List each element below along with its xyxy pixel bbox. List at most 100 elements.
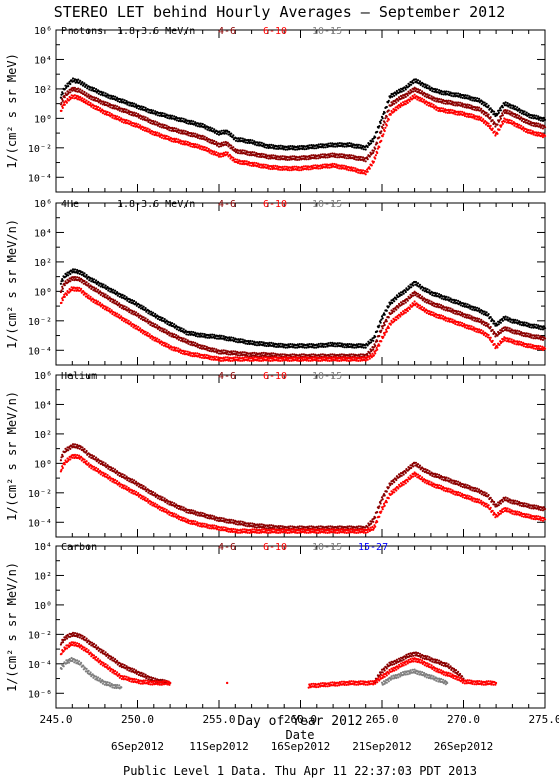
- data-point: [111, 116, 114, 119]
- data-point: [207, 147, 210, 151]
- data-point: [459, 310, 462, 313]
- data-point: [116, 291, 119, 294]
- data-point: [73, 443, 77, 446]
- data-point: [182, 506, 185, 509]
- data-point: [230, 132, 233, 135]
- data-point: [102, 292, 105, 295]
- data-point: [275, 147, 278, 150]
- data-point: [452, 311, 455, 314]
- data-point: [294, 346, 297, 349]
- data-point: [231, 136, 234, 139]
- data-point: [345, 359, 348, 362]
- y-tick-label: 10⁻²: [28, 317, 52, 328]
- data-point: [357, 343, 360, 346]
- data-point: [205, 136, 208, 139]
- data-point: [95, 88, 98, 91]
- data-point: [116, 115, 119, 118]
- data-point: [308, 144, 311, 147]
- data-point: [387, 316, 390, 319]
- data-point: [163, 123, 166, 127]
- data-point: [421, 85, 424, 88]
- data-point: [523, 110, 526, 113]
- data-point: [414, 89, 417, 93]
- data-point: [142, 115, 145, 118]
- data-point: [268, 341, 271, 344]
- data-point: [374, 136, 377, 139]
- data-point: [245, 356, 248, 359]
- data-point: [509, 106, 512, 109]
- data-point: [542, 116, 545, 119]
- data-point: [516, 113, 519, 116]
- data-point: [213, 347, 216, 350]
- data-point: [241, 162, 244, 166]
- data-point: [310, 343, 313, 346]
- data-point: [127, 109, 130, 112]
- data-point: [87, 93, 90, 96]
- data-point: [264, 155, 267, 158]
- data-point: [90, 454, 94, 457]
- data-point: [87, 100, 90, 103]
- data-point: [220, 517, 223, 520]
- data-point: [501, 112, 504, 115]
- data-point: [85, 281, 88, 284]
- y-tick-label: 10⁰: [34, 287, 52, 298]
- data-point: [140, 483, 143, 487]
- data-point: [445, 295, 448, 298]
- data-point: [251, 340, 254, 343]
- species-label: Helium: [61, 371, 97, 382]
- data-point: [537, 122, 540, 125]
- data-point: [182, 328, 185, 331]
- data-point: [468, 103, 471, 107]
- data-point: [435, 97, 439, 100]
- data-point: [97, 280, 100, 283]
- data-point: [137, 312, 140, 315]
- data-point: [217, 152, 220, 155]
- data-point: [121, 98, 124, 101]
- data-point: [160, 136, 163, 139]
- data-point: [300, 155, 303, 158]
- data-point: [383, 129, 386, 133]
- data-point: [166, 502, 169, 505]
- data-point: [116, 294, 119, 297]
- data-point: [363, 145, 367, 149]
- data-point: [85, 83, 88, 86]
- data-point: [514, 105, 517, 108]
- data-point: [116, 470, 119, 473]
- data-point: [342, 164, 346, 167]
- data-point: [353, 146, 356, 149]
- data-point: [90, 277, 94, 280]
- data-point: [281, 145, 284, 148]
- data-point: [211, 127, 214, 130]
- data-point: [372, 354, 375, 357]
- data-point: [393, 102, 396, 105]
- data-point: [290, 169, 293, 172]
- data-point: [483, 101, 486, 104]
- data-point: [322, 345, 325, 348]
- data-point: [147, 111, 150, 114]
- data-point: [144, 116, 147, 119]
- data-point: [118, 116, 121, 119]
- data-point: [288, 158, 291, 161]
- data-point: [357, 171, 360, 174]
- data-point: [468, 112, 471, 116]
- data-point: [135, 103, 138, 106]
- data-point: [85, 99, 88, 102]
- data-point: [104, 101, 107, 104]
- data-point: [179, 142, 183, 145]
- data-point: [224, 151, 227, 154]
- data-point: [496, 346, 499, 349]
- data-point: [333, 356, 336, 359]
- data-point: [185, 333, 188, 336]
- data-point: [458, 94, 461, 97]
- data-point: [511, 331, 514, 334]
- data-point: [324, 146, 327, 149]
- data-point: [161, 327, 164, 330]
- data-point: [321, 153, 324, 156]
- data-point: [459, 110, 462, 113]
- data-point: [279, 353, 282, 356]
- data-point: [353, 169, 356, 172]
- data-point: [518, 123, 521, 126]
- data-point: [348, 154, 351, 157]
- data-point: [368, 167, 371, 170]
- data-point: [123, 305, 126, 308]
